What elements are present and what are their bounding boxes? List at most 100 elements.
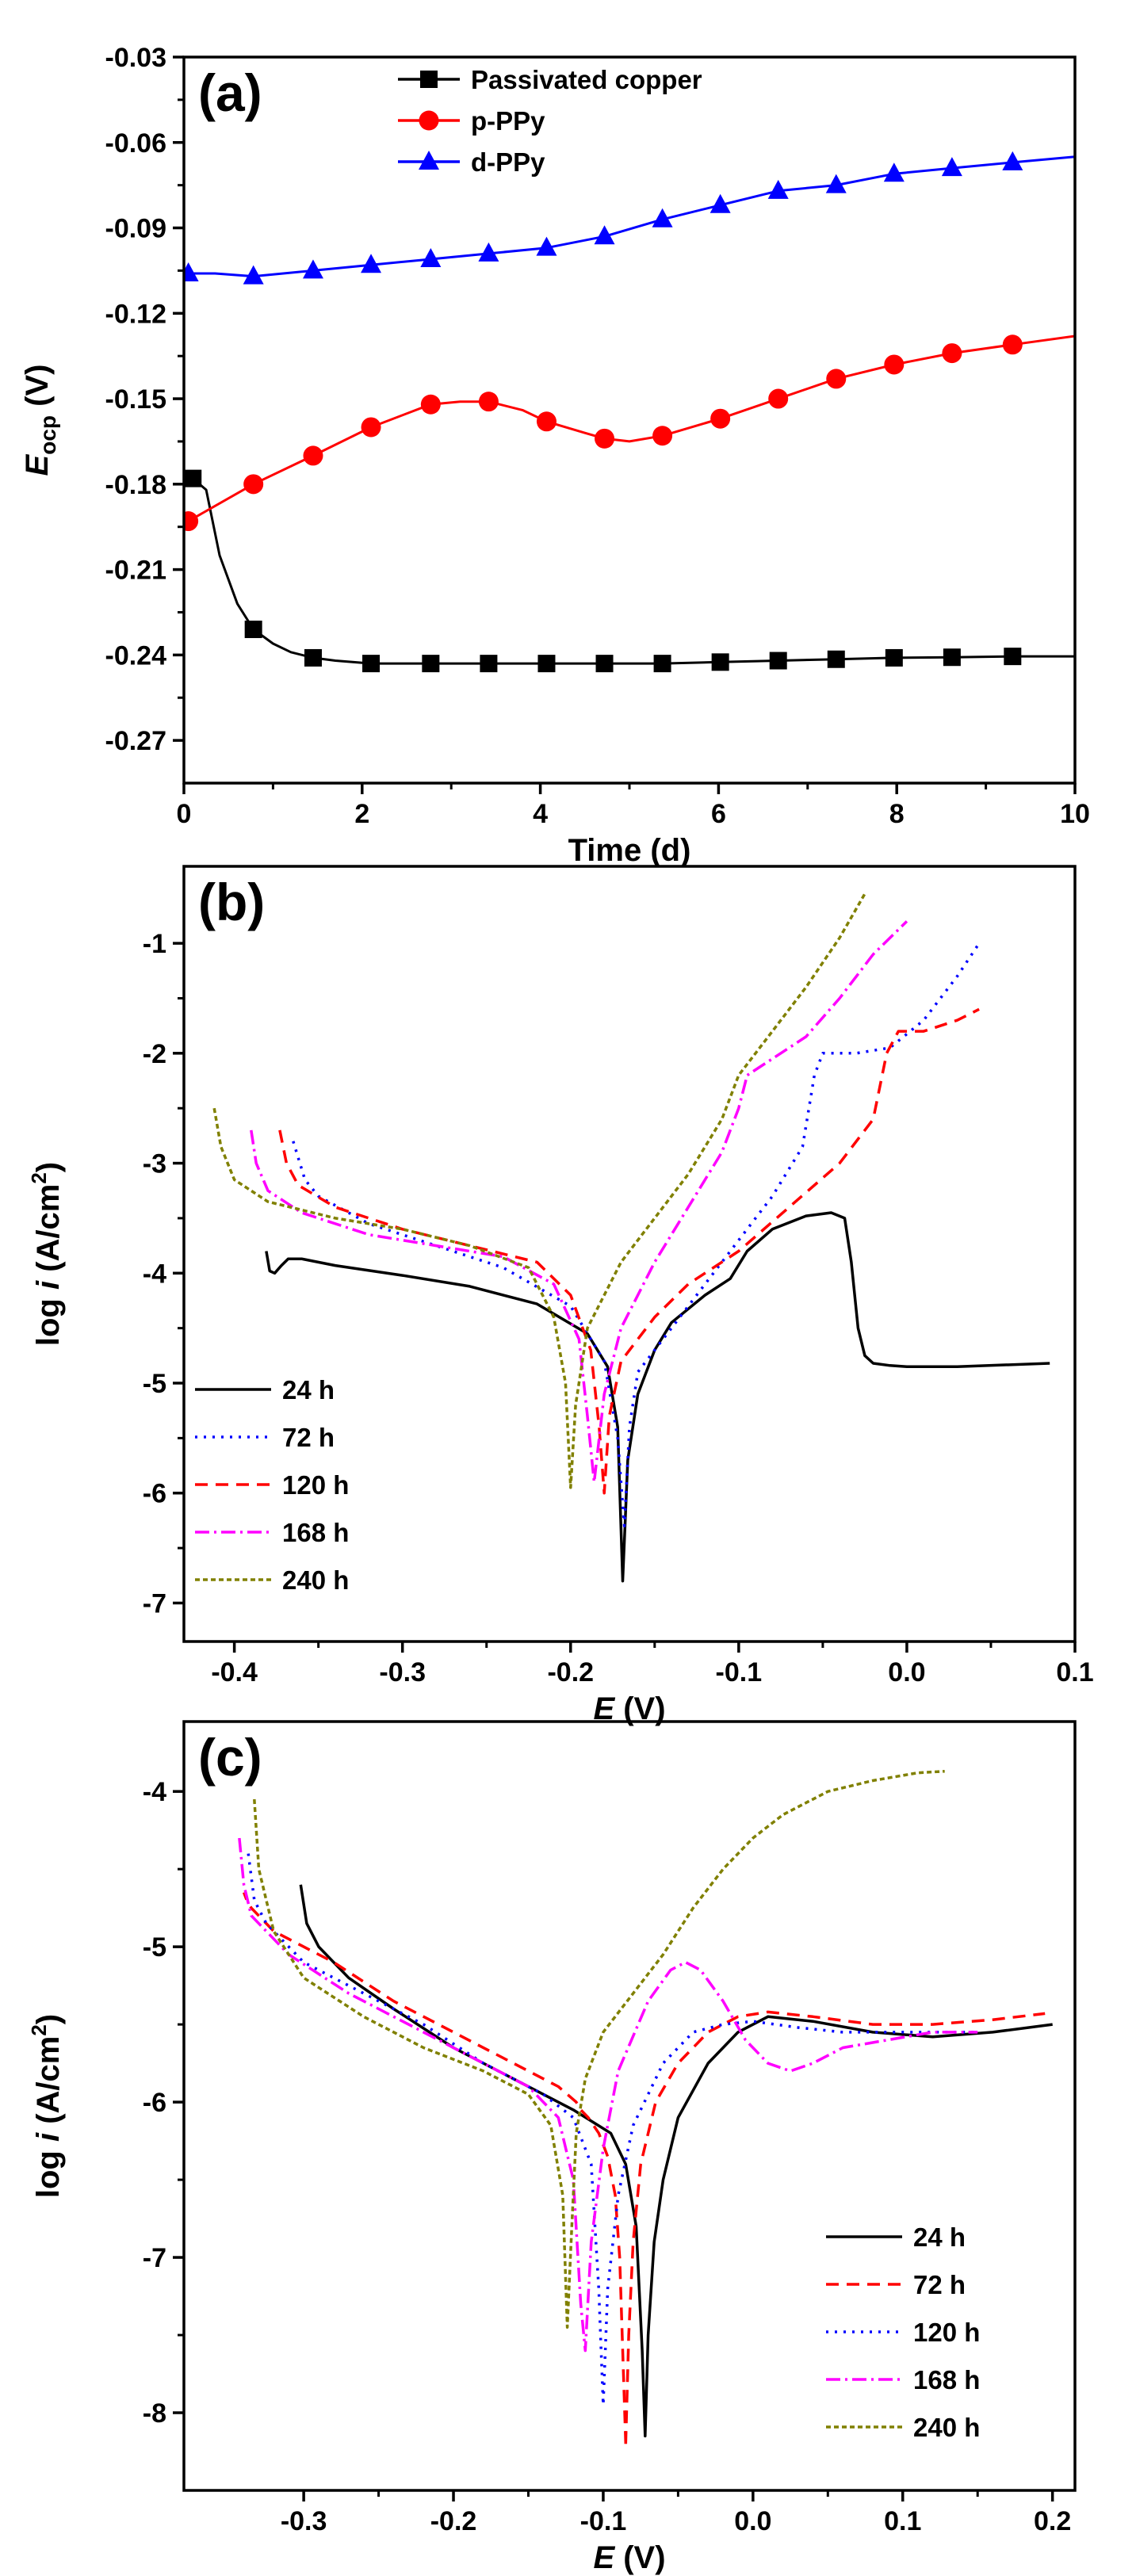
data-point-s2-6 xyxy=(478,392,499,412)
y-axis-label-unit: (A/cm xyxy=(31,1184,66,1281)
series-line-2-branch xyxy=(624,2010,1046,2444)
legend-label-3: 120 h xyxy=(282,1470,349,1500)
panel-label: (c) xyxy=(198,1728,262,1787)
panel-label: (b) xyxy=(198,873,265,931)
data-point-s3-3 xyxy=(302,259,323,279)
y-tick-label-5: -3 xyxy=(143,1149,166,1179)
data-point-s3-6 xyxy=(478,242,499,262)
data-point-s3-7 xyxy=(536,236,557,256)
y-tick-label-7: -0.09 xyxy=(105,214,167,244)
legend: 24 h 72 h 120 h 168 h 240 h xyxy=(826,2222,980,2442)
legend-label-1: Passivated copper xyxy=(471,65,702,94)
data-point-s3-8 xyxy=(594,225,615,245)
data-point-s3-2 xyxy=(243,265,264,285)
data-point-s2-15 xyxy=(1002,334,1023,355)
data-point-s2-13 xyxy=(884,354,905,375)
y-tick-label-1: -7 xyxy=(143,1588,166,1619)
data-point-s2-2 xyxy=(243,474,264,495)
x-tick-label-5: 8 xyxy=(889,799,905,829)
data-point-s1-8 xyxy=(595,655,614,673)
y-axis-label-unit: (V) xyxy=(20,365,55,415)
data-point-s1-9 xyxy=(653,655,671,673)
data-point-s3-4 xyxy=(361,254,382,273)
x-axis-label: E (V) xyxy=(593,2540,665,2575)
y-axis-label-unit: (A/cm xyxy=(31,2036,66,2133)
data-point-s1-4 xyxy=(362,655,381,673)
data-point-s2-12 xyxy=(826,369,847,389)
y-tick-label-6: -0.12 xyxy=(105,299,167,329)
x-axis-label-var: E xyxy=(593,2540,615,2575)
y-tick-label-3: -5 xyxy=(143,1369,166,1399)
y-axis-label-pre: log xyxy=(31,2142,66,2198)
data-point-s3-14 xyxy=(941,157,962,177)
y-tick-label-8: -0.06 xyxy=(105,128,167,159)
data-point-s1-13 xyxy=(885,648,903,667)
legend-label-2: 72 h xyxy=(913,2270,966,2299)
x-tick-label-6: 10 xyxy=(1060,799,1090,829)
legend-label-4: 168 h xyxy=(282,1518,349,1547)
x-tick-label-5: 0.0 xyxy=(888,1657,925,1687)
y-axis-label: Eocp (V) xyxy=(20,365,60,476)
series-line-3 xyxy=(278,1007,980,1495)
plot-frame xyxy=(182,55,1077,785)
y-tick-label-6: -2 xyxy=(143,1039,166,1069)
data-point-s1-14 xyxy=(943,648,961,667)
legend-marker-2 xyxy=(419,110,439,131)
y-axis-label-var: i xyxy=(31,2132,66,2142)
x-tick-label-2: -0.3 xyxy=(379,1657,426,1687)
data-point-s3-11 xyxy=(767,179,789,199)
series-line-1 xyxy=(192,477,1075,665)
series-line-3 xyxy=(247,1853,978,2406)
data-point-s2-10 xyxy=(710,408,731,429)
data-point-s3-1 xyxy=(184,262,199,282)
legend-label-2: 72 h xyxy=(282,1423,335,1452)
y-axis-label-var: E xyxy=(20,453,55,476)
x-axis-label-unit: (V) xyxy=(614,2540,665,2575)
y-tick-label-2: -0.24 xyxy=(105,640,167,671)
series-line-1 xyxy=(265,1211,1050,1583)
data-point-s1-15 xyxy=(1004,648,1022,666)
legend-label-3: 120 h xyxy=(913,2318,980,2347)
data-point-s1-11 xyxy=(769,652,787,670)
y-tick-label-1: -0.27 xyxy=(105,726,167,756)
legend-label-1: 24 h xyxy=(913,2222,966,2252)
data-point-s1-2 xyxy=(244,621,262,639)
x-tick-label-3: -0.1 xyxy=(580,2506,627,2536)
data-point-s2-1 xyxy=(184,511,199,532)
y-axis-label-close: ) xyxy=(31,2014,66,2024)
series-line-3 xyxy=(188,155,1075,278)
data-point-s2-8 xyxy=(595,428,615,449)
data-point-s2-11 xyxy=(768,388,789,409)
y-tick-label-4: -4 xyxy=(143,1259,166,1289)
y-axis-label: log i (A/cm2) xyxy=(27,2014,66,2198)
y-axis-label-sup: 2 xyxy=(27,2024,51,2035)
chart-panel-a: 0 2 4 6 8 10 -0.27 -0.24 -0.21 -0.18 -0.15 -0.12 -0.… xyxy=(20,43,1090,868)
y-tick-label-9: -0.03 xyxy=(105,43,167,73)
plot-area xyxy=(212,892,1050,1583)
legend-label-2: p-PPy xyxy=(471,106,545,136)
y-tick-label-3: -0.21 xyxy=(105,556,167,586)
y-tick-label-5: -0.15 xyxy=(105,384,167,415)
series-line-2 xyxy=(242,1891,628,2444)
y-tick-label-4: -0.18 xyxy=(105,470,167,500)
y-axis-label: log i (A/cm2) xyxy=(27,1162,66,1346)
x-tick-label-4: 0.0 xyxy=(734,2506,771,2536)
plot-area xyxy=(184,151,1075,673)
data-point-s2-3 xyxy=(303,445,323,466)
y-tick-label-7: -1 xyxy=(143,929,166,959)
x-tick-label-6: 0.1 xyxy=(1056,1657,1093,1687)
series-line-1 xyxy=(299,1884,1053,2438)
plot-frame xyxy=(182,1720,1077,2492)
data-point-s2-7 xyxy=(536,411,557,432)
plot-area xyxy=(238,1769,1053,2444)
series-line-2 xyxy=(187,334,1075,522)
data-point-s3-9 xyxy=(652,208,673,227)
data-point-s1-3 xyxy=(304,648,322,667)
x-tick-label-4: -0.1 xyxy=(716,1657,763,1687)
legend-label-5: 240 h xyxy=(282,1565,349,1595)
data-point-s2-9 xyxy=(652,426,673,446)
x-axis-label: Time (d) xyxy=(568,833,691,868)
data-point-s3-13 xyxy=(883,162,905,182)
data-point-s3-10 xyxy=(710,193,731,213)
